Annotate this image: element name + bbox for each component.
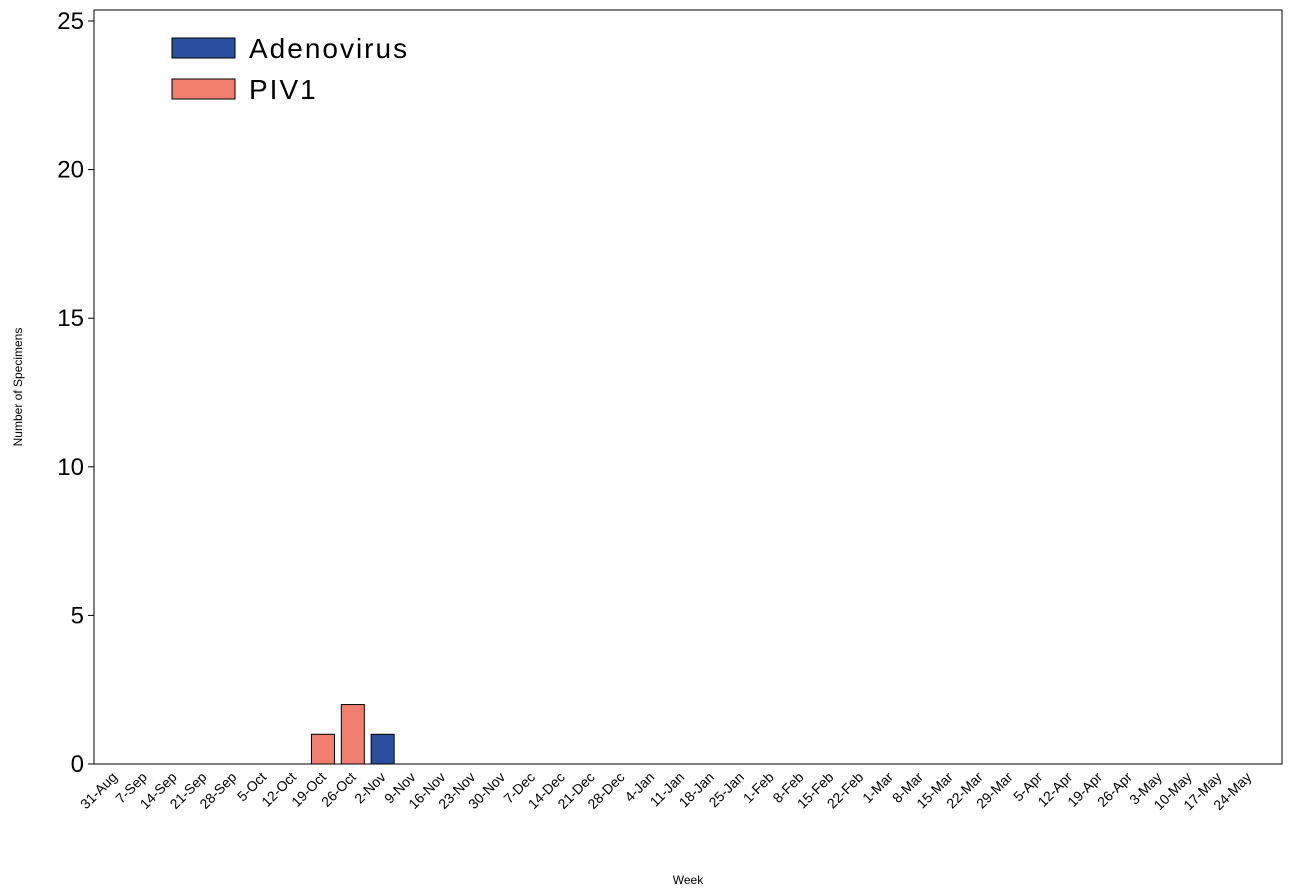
x-tick-label: 26-Apr <box>1094 769 1135 810</box>
y-tick-label: 5 <box>71 602 84 629</box>
y-axis: 0 5 10 15 20 25 <box>57 8 94 778</box>
bars-group <box>310 704 395 765</box>
y-tick-label: 20 <box>57 157 84 184</box>
bar-adenovirus <box>370 733 395 765</box>
x-axis: 31-Aug7-Sep14-Sep21-Sep28-Sep5-Oct12-Oct… <box>77 769 1255 814</box>
bar-piv1 <box>340 704 365 765</box>
y-tick-label: 15 <box>57 305 84 332</box>
y-tick-label: 10 <box>57 454 84 481</box>
legend-label: Adenovirus <box>249 33 409 64</box>
legend-swatch <box>171 37 236 59</box>
x-tick-label: 1-Feb <box>740 769 777 806</box>
bar-piv1 <box>310 733 335 765</box>
y-tick-label: 25 <box>57 8 84 35</box>
x-axis-title: Week <box>673 873 704 887</box>
y-tick-label: 0 <box>71 751 84 778</box>
plot-area-frame <box>93 9 1283 765</box>
x-tick-label: 1-Mar <box>859 769 896 806</box>
y-axis-title: Number of Specimens <box>11 328 25 447</box>
legend: Adenovirus PIV1 <box>171 33 409 105</box>
x-tick-label: 2-Nov <box>351 769 389 807</box>
legend-label: PIV1 <box>249 74 318 105</box>
x-tick-label: 26-Oct <box>318 769 359 810</box>
legend-swatch <box>171 78 236 100</box>
